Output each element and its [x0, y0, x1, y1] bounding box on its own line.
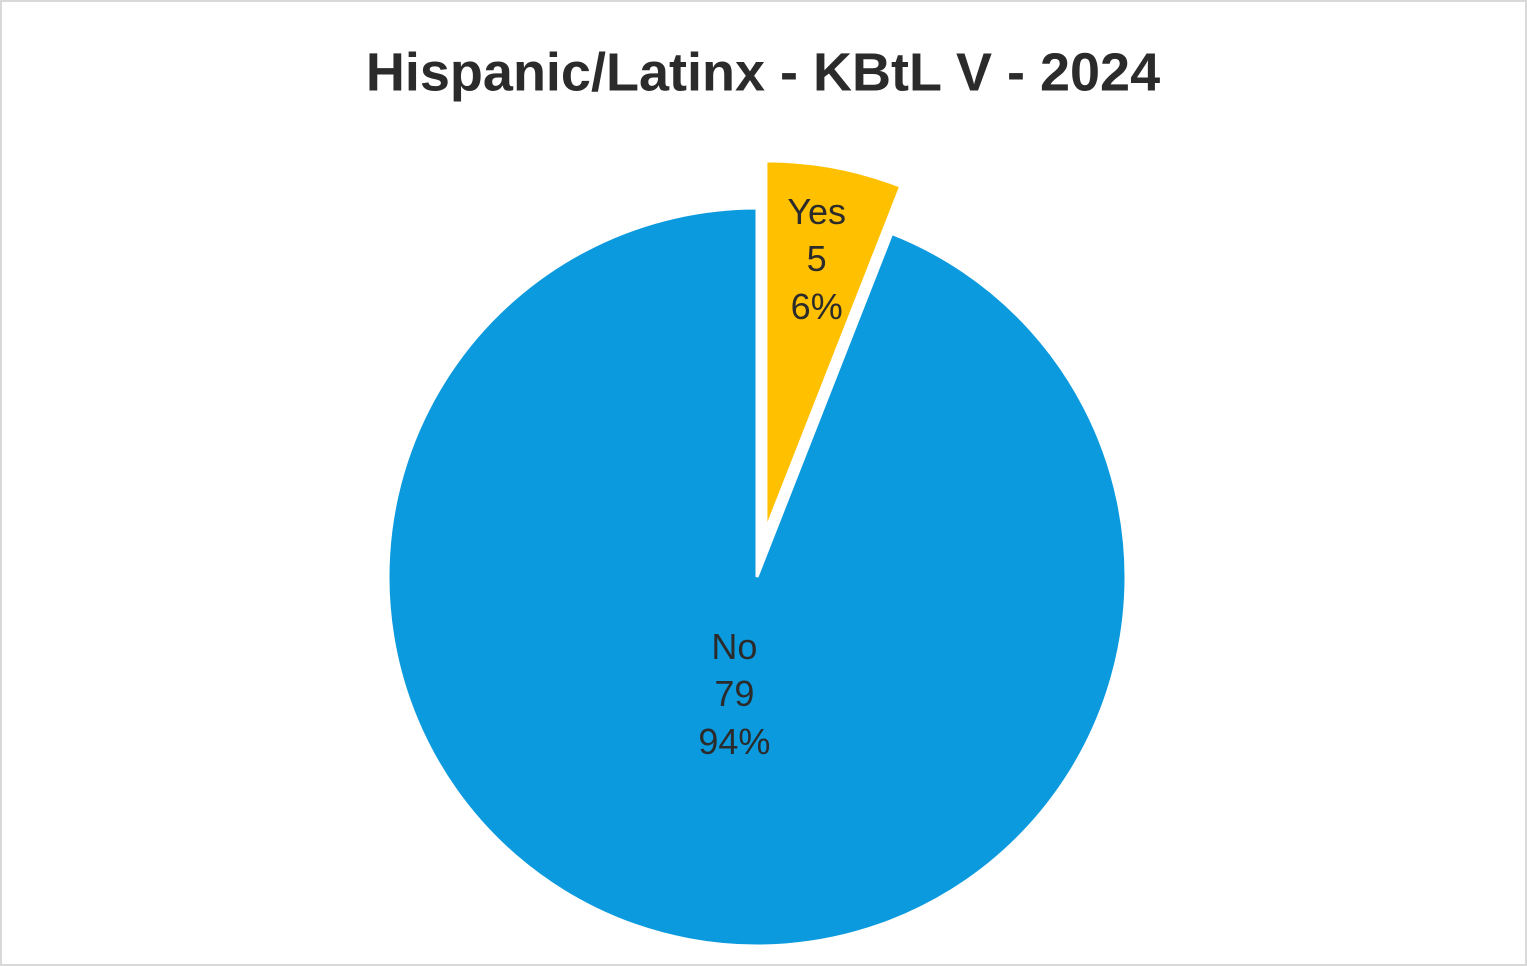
slice-percent-label: 6% [791, 286, 843, 327]
pie-slice [764, 159, 903, 531]
chart-title: Hispanic/Latinx - KBtL V - 2024 [366, 42, 1160, 102]
pie-slice [386, 206, 1128, 948]
slice-category-label: Yes [787, 191, 846, 232]
slice-percent-label: 94% [698, 721, 770, 762]
slice-category-label: No [711, 626, 757, 667]
slice-value-label: 5 [807, 238, 827, 279]
slice-value-label: 79 [714, 673, 754, 714]
